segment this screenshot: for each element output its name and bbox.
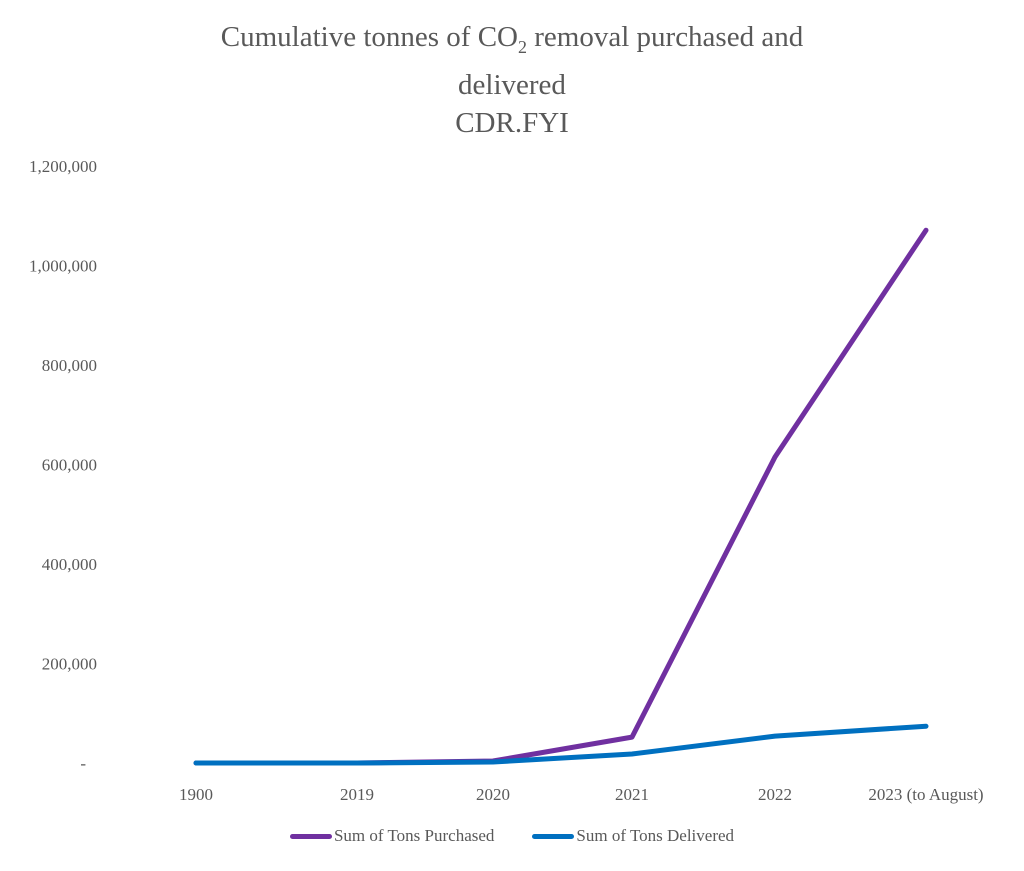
x-tick-label: 2020: [476, 785, 510, 804]
chart-title-line-1: Cumulative tonnes of CO2 removal purchas…: [220, 21, 804, 57]
series-line-delivered[interactable]: [193, 723, 929, 766]
x-tick-label: 2023 (to August): [868, 785, 983, 804]
y-tick-label: -: [80, 754, 86, 773]
y-axis: - 200,000 400,000 600,000 800,000 1,000,000 1,…: [29, 157, 97, 773]
chart-title-line-2: delivered: [458, 68, 566, 101]
y-tick-label: 200,000: [42, 655, 97, 674]
legend-swatch-purchased: [289, 833, 332, 839]
x-tick-label: 2021: [615, 785, 649, 804]
x-tick-label: 2019: [340, 785, 374, 804]
series-line-purchased[interactable]: [193, 227, 929, 766]
legend-label-delivered: Sum of Tons Delivered: [576, 826, 735, 845]
legend: Sum of Tons Purchased Sum of Tons Delive…: [0, 826, 1024, 846]
chart-title: Cumulative tonnes of CO2 removal purchas…: [0, 18, 1024, 142]
series-lines: [193, 227, 929, 766]
x-tick-label: 1900: [179, 785, 213, 804]
y-tick-label: 1,000,000: [29, 257, 97, 276]
x-tick-label: 2022: [758, 785, 792, 804]
legend-item-delivered[interactable]: Sum of Tons Delivered: [532, 826, 734, 846]
y-tick-label: 400,000: [42, 555, 97, 574]
legend-label-purchased: Sum of Tons Purchased: [333, 826, 495, 845]
legend-swatch-delivered: [532, 833, 575, 839]
y-tick-label: 800,000: [42, 356, 97, 375]
legend-item-purchased[interactable]: Sum of Tons Purchased: [289, 826, 495, 846]
y-tick-label: 600,000: [42, 456, 97, 475]
x-axis: 1900 2019 2020 2021 2022 2023 (to August): [179, 785, 984, 804]
y-tick-label: 1,200,000: [29, 157, 97, 176]
chart-subtitle: CDR.FYI: [455, 106, 569, 139]
